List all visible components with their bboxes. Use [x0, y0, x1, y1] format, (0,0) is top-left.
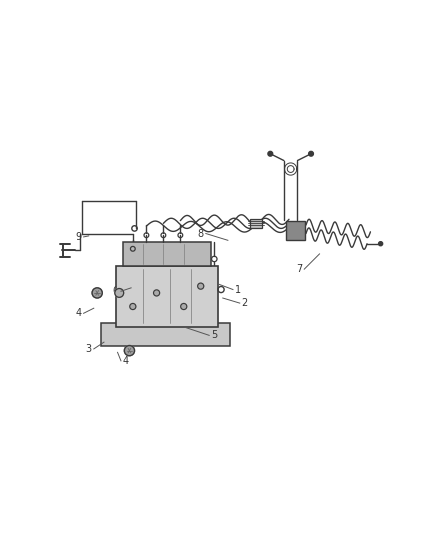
Text: 9: 9 [75, 232, 81, 242]
Bar [123, 242, 211, 266]
Circle shape [115, 288, 124, 297]
FancyBboxPatch shape [101, 324, 230, 345]
Circle shape [198, 283, 204, 289]
Bar [116, 266, 218, 327]
Circle shape [154, 290, 159, 296]
Text: 2: 2 [242, 298, 248, 308]
Text: 4: 4 [75, 308, 81, 318]
Circle shape [378, 241, 383, 246]
Circle shape [130, 303, 136, 310]
Circle shape [92, 288, 102, 298]
Bar [250, 219, 262, 228]
Text: 7: 7 [296, 264, 302, 274]
Text: 6: 6 [113, 286, 119, 296]
Circle shape [124, 345, 134, 356]
Text: 5: 5 [211, 330, 217, 341]
Text: 1: 1 [235, 285, 241, 295]
Bar [286, 221, 305, 240]
Text: 8: 8 [198, 229, 204, 239]
Text: 3: 3 [86, 344, 92, 354]
Circle shape [309, 151, 314, 156]
Circle shape [268, 151, 273, 156]
Circle shape [181, 303, 187, 310]
Text: 4: 4 [123, 356, 129, 366]
